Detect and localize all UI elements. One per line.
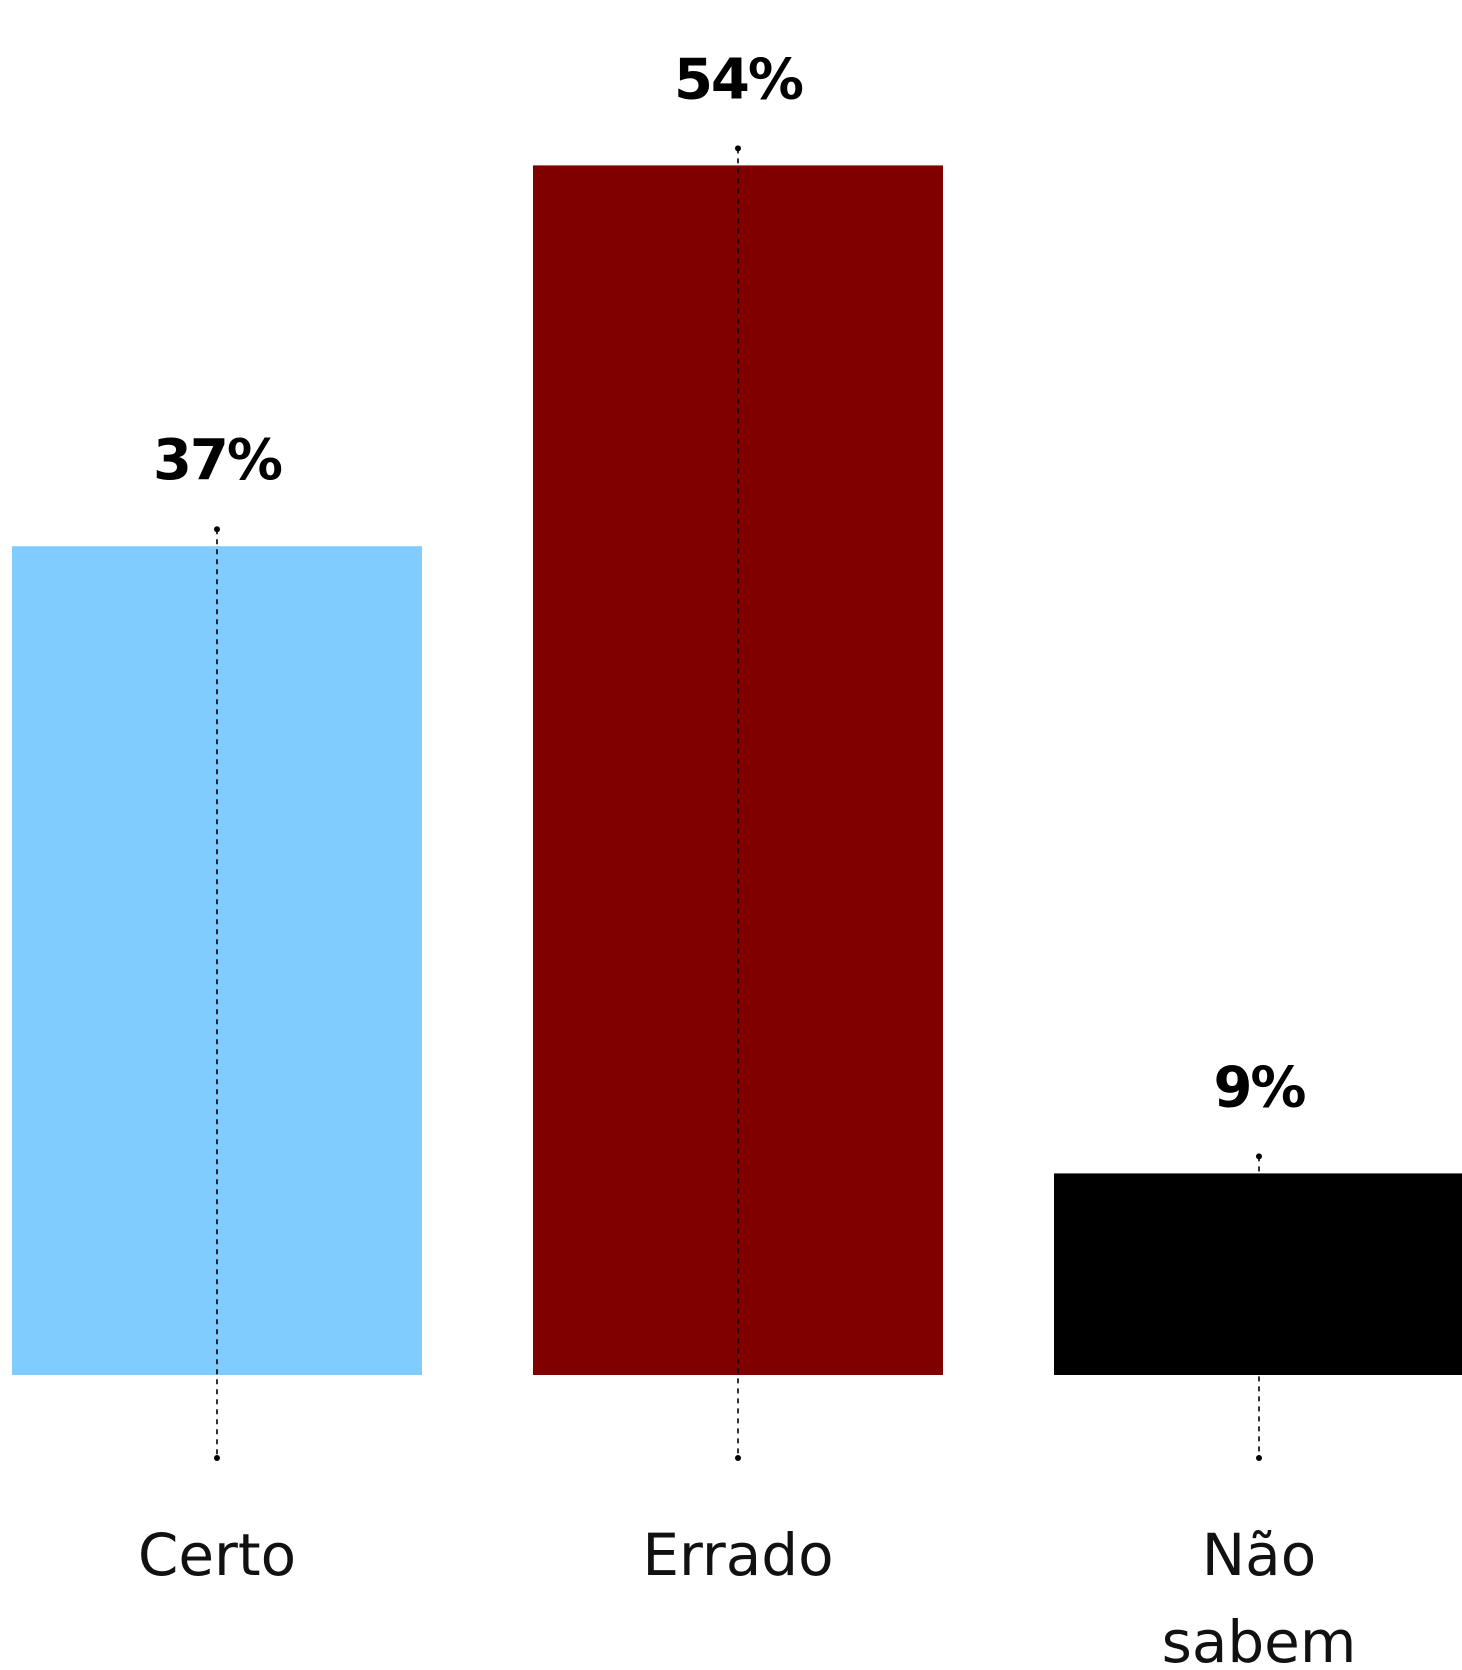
- value-label: 37%: [153, 428, 282, 493]
- guide-dot-bottom: [214, 1455, 220, 1461]
- category-label: Certo: [138, 1521, 296, 1589]
- category-label: Errado: [642, 1521, 833, 1589]
- bar-group-1: 54% Errado: [533, 47, 943, 1589]
- value-label: 9%: [1213, 1055, 1305, 1120]
- category-label: sabem: [1162, 1608, 1357, 1670]
- bar-group-0: 37% Certo: [12, 428, 422, 1589]
- value-label: 54%: [674, 47, 803, 112]
- bar-group-2: 9% Não sabem: [1054, 1055, 1462, 1670]
- guide-dot-top: [1256, 1153, 1262, 1160]
- bar: [1054, 1173, 1462, 1375]
- guide-dot-bottom: [1256, 1455, 1262, 1461]
- guide-dot-bottom: [735, 1455, 741, 1461]
- guide-dot-top: [735, 145, 741, 152]
- category-label: Não: [1202, 1521, 1316, 1589]
- guide-dot-top: [214, 526, 220, 533]
